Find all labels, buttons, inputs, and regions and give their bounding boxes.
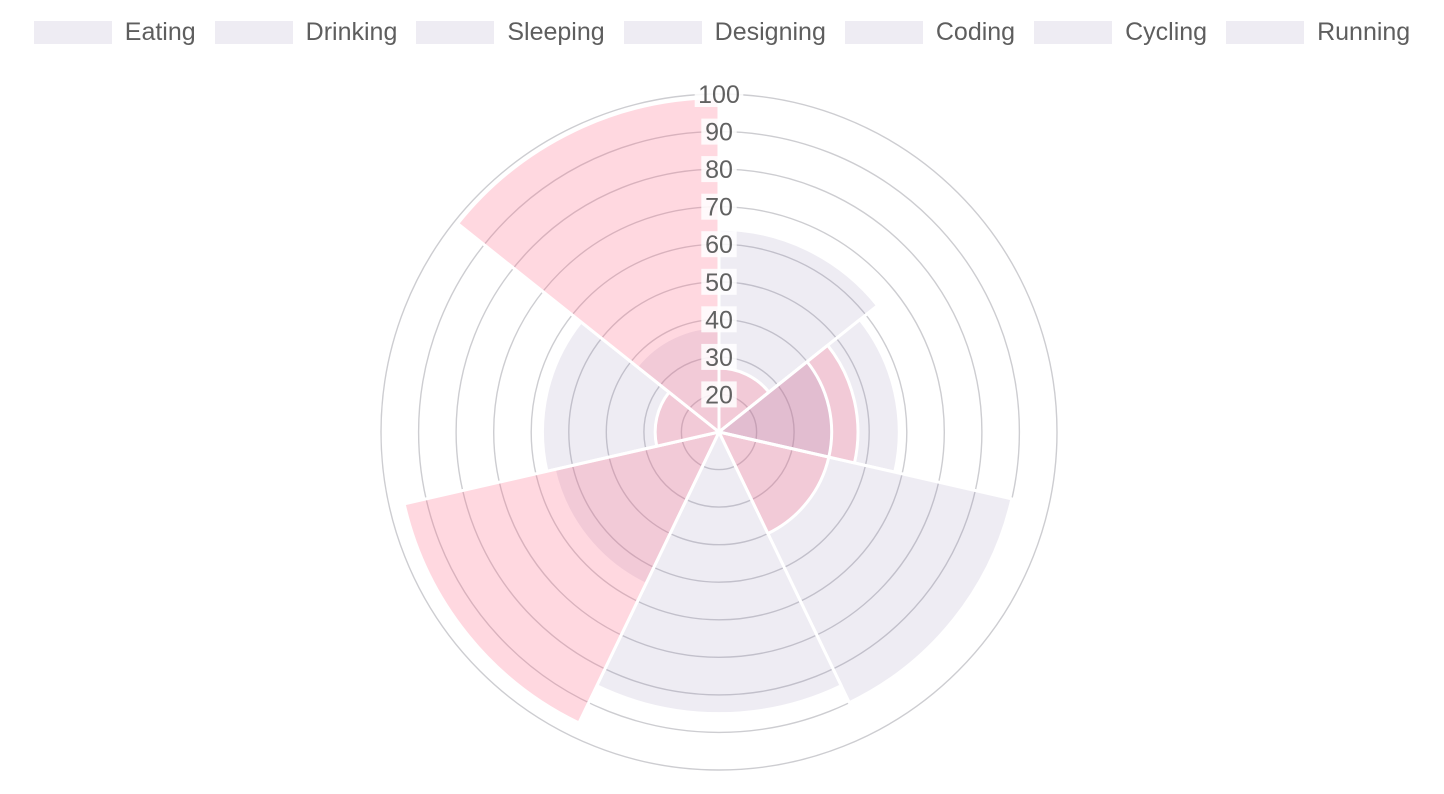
sector-drinking-inner-gray[interactable] bbox=[717, 360, 834, 459]
legend-label: Sleeping bbox=[507, 18, 605, 46]
tick-label-70: 70 bbox=[705, 194, 733, 222]
legend-label: Running bbox=[1317, 18, 1411, 46]
legend-item-sleeping[interactable]: Sleeping bbox=[416, 18, 605, 46]
legend-item-designing[interactable]: Designing bbox=[623, 18, 826, 46]
legend-label: Eating bbox=[124, 18, 196, 46]
tick-backdrop-30 bbox=[701, 343, 737, 370]
tick-label-40: 40 bbox=[705, 306, 733, 334]
sector-sleeping-base-gray[interactable] bbox=[717, 430, 1014, 705]
tick-label-60: 60 bbox=[705, 231, 733, 259]
tick-label-80: 80 bbox=[705, 156, 733, 184]
legend-item-eating[interactable]: Eating bbox=[33, 18, 196, 46]
legend-label: Cycling bbox=[1125, 18, 1208, 46]
legend-item-drinking[interactable]: Drinking bbox=[214, 18, 398, 46]
tick-label-90: 90 bbox=[705, 119, 733, 147]
sector-designing-base-gray[interactable] bbox=[595, 430, 843, 716]
sector-drinking-base-gray[interactable] bbox=[717, 318, 901, 474]
tick-label-50: 50 bbox=[705, 269, 733, 297]
legend-item-cycling[interactable]: Cycling bbox=[1034, 18, 1207, 46]
legend-swatch-cycling bbox=[1034, 20, 1113, 44]
legend-label: Coding bbox=[935, 18, 1016, 46]
tick-backdrop-100 bbox=[694, 81, 744, 107]
tick-backdrop-20 bbox=[701, 381, 737, 408]
tick-label-20: 20 bbox=[705, 381, 733, 409]
legend-item-coding[interactable]: Coding bbox=[844, 18, 1016, 46]
tick-backdrop-60 bbox=[701, 231, 737, 258]
sector-coding-pink[interactable] bbox=[402, 430, 721, 725]
tick-backdrop-40 bbox=[701, 306, 737, 333]
tick-backdrop-70 bbox=[701, 193, 737, 220]
sector-coding-base-gray[interactable] bbox=[552, 430, 721, 586]
sector-running-pink[interactable] bbox=[456, 96, 721, 434]
sector-drinking-pink[interactable] bbox=[717, 343, 860, 465]
sector-sleeping-pink[interactable] bbox=[717, 430, 831, 536]
legend-swatch-coding bbox=[844, 20, 923, 44]
legend-label: Designing bbox=[714, 18, 826, 46]
tick-backdrop-80 bbox=[701, 156, 737, 183]
tick-label-100: 100 bbox=[698, 81, 740, 109]
legend-swatch-running bbox=[1226, 20, 1305, 44]
tick-backdrop-90 bbox=[701, 118, 737, 145]
legend-swatch-sleeping bbox=[416, 20, 495, 44]
sector-cycling-base-gray[interactable] bbox=[541, 320, 721, 473]
tick-label-30: 30 bbox=[705, 344, 733, 372]
legend-swatch-eating bbox=[33, 20, 112, 44]
legend-label: Drinking bbox=[305, 18, 398, 46]
chart-legend: Eating Drinking Sleeping Designing Coding Cyc… bbox=[0, 18, 1444, 46]
legend-swatch-drinking bbox=[214, 20, 293, 44]
tick-backdrop-50 bbox=[701, 268, 737, 295]
legend-item-running[interactable]: Running bbox=[1226, 18, 1410, 46]
legend-swatch-designing bbox=[623, 20, 702, 44]
